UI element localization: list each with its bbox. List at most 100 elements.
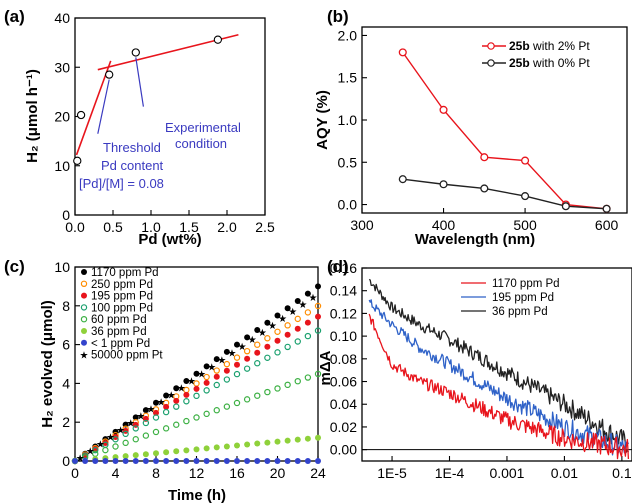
- data-point: [234, 442, 240, 449]
- data-point: [112, 443, 119, 450]
- data-point: [163, 403, 170, 410]
- data-point: [193, 446, 200, 453]
- data-point: [274, 438, 281, 445]
- data-point: [284, 331, 291, 338]
- data-point: [223, 360, 231, 368]
- y-tick-label: 10: [54, 158, 70, 174]
- data-point: [284, 305, 291, 312]
- data-point: [152, 414, 160, 421]
- data-point: [112, 436, 119, 443]
- data-point: [142, 419, 150, 427]
- data-point: [398, 175, 407, 184]
- panel-3: 1E-5 1E-4 0.001 0.01 0.1 0.00 0.02 0.04 0.06 0.08…: [317, 257, 632, 481]
- series-line: [402, 51, 607, 210]
- x-tick-label: 2.0: [217, 219, 237, 235]
- y-tick-label: 0: [62, 453, 70, 469]
- data-point: [203, 379, 210, 386]
- data-point: [243, 396, 251, 403]
- data-point: [102, 439, 109, 446]
- annotation: [Pd]/[M] = 0.08: [79, 176, 164, 191]
- data-point: [304, 332, 312, 340]
- y-tick-label: 0.12: [330, 305, 357, 321]
- data-point: [314, 302, 322, 310]
- data-point: [132, 452, 139, 459]
- data-point: ★: [187, 377, 196, 388]
- y-tick-label: 0.14: [330, 283, 357, 299]
- x-axis-label: Time (h): [168, 487, 226, 504]
- data-point: [92, 458, 99, 464]
- x-tick-label: 1.5: [179, 219, 199, 235]
- y-tick-label: 0.5: [338, 154, 358, 170]
- data-point: [314, 327, 322, 334]
- data-point: [203, 458, 210, 464]
- data-point: [203, 373, 210, 381]
- data-point: [274, 349, 281, 356]
- data-point: [213, 381, 220, 389]
- data-point: ★: [177, 384, 186, 395]
- data-point: [153, 399, 159, 406]
- legend-label: 195 ppm Pd: [492, 292, 554, 304]
- data-point: ★: [116, 426, 125, 437]
- y-tick-label: 20: [54, 109, 70, 125]
- data-point: [233, 399, 241, 407]
- data-point: [234, 361, 240, 368]
- legend-label: 1170 ppm Pd: [492, 278, 560, 290]
- data-point: [274, 385, 281, 392]
- panel-label: (c): [4, 257, 25, 276]
- plot-frame: [361, 267, 632, 462]
- data-point: [294, 297, 301, 304]
- x-tick-label: 0.01: [551, 465, 578, 481]
- legend-label-bold: 25b: [509, 56, 530, 70]
- data-point: [142, 432, 150, 439]
- legend-marker: [487, 59, 495, 67]
- data-point: [398, 48, 407, 57]
- y-axis-label: H₂ (μmol h⁻¹): [24, 69, 41, 163]
- x-tick-label: 16: [229, 465, 245, 481]
- data-point: [254, 440, 261, 447]
- legend-label: 60 ppm Pd: [91, 314, 147, 326]
- data-point: [254, 341, 261, 348]
- data-point: [152, 428, 160, 436]
- legend-label-bold: 25b: [509, 39, 530, 53]
- data-point: ★: [96, 440, 105, 451]
- legend-label: 36 ppm Pd: [91, 326, 147, 338]
- data-point: [153, 409, 159, 416]
- data-point: ★: [217, 356, 226, 367]
- data-point: [105, 70, 114, 79]
- data-point: ★: [288, 307, 297, 318]
- data-point: ★: [207, 363, 216, 374]
- data-point: ★: [248, 335, 257, 346]
- data-point: ★: [157, 398, 166, 409]
- data-point: [142, 407, 149, 414]
- data-point: [254, 392, 261, 399]
- data-point: [213, 367, 220, 374]
- x-tick-label: 0.5: [103, 219, 123, 235]
- y-tick-label: 0: [62, 207, 70, 223]
- data-point: [132, 436, 139, 443]
- y-tick-label: 1.5: [338, 70, 358, 86]
- data-point: [439, 180, 448, 189]
- data-point: [203, 445, 210, 452]
- x-axis-label: Pd (wt%): [138, 231, 201, 248]
- annotation: Pd content: [101, 158, 164, 173]
- legend-label: 250 ppm Pd: [91, 279, 153, 291]
- y-tick-label: 0.04: [330, 396, 357, 412]
- legend-label: 25b with 2% Pt: [509, 39, 590, 53]
- data-point: [153, 458, 159, 464]
- legend-marker: [81, 269, 87, 275]
- x-tick-label: 1.0: [141, 219, 161, 235]
- data-point: [173, 458, 180, 464]
- y-tick-label: 30: [54, 59, 70, 75]
- data-point: [213, 356, 220, 363]
- data-point: [82, 458, 89, 464]
- legend-label: 36 ppm Pd: [492, 306, 548, 318]
- data-point: [243, 365, 251, 372]
- x-tick-label: 8: [152, 465, 160, 481]
- data-point: ★: [268, 321, 277, 332]
- data-point: [304, 374, 312, 381]
- arrow-threshold: [97, 79, 110, 134]
- panel-0: 0.0 0.5 1.0 1.5 2.0 2.5 0 10 20 30 40 (a) Pd (wt%) H₂…: [4, 7, 275, 248]
- legend-label: 1170 ppm Pd: [91, 267, 159, 279]
- data-point: [264, 354, 271, 361]
- data-point: [284, 343, 291, 351]
